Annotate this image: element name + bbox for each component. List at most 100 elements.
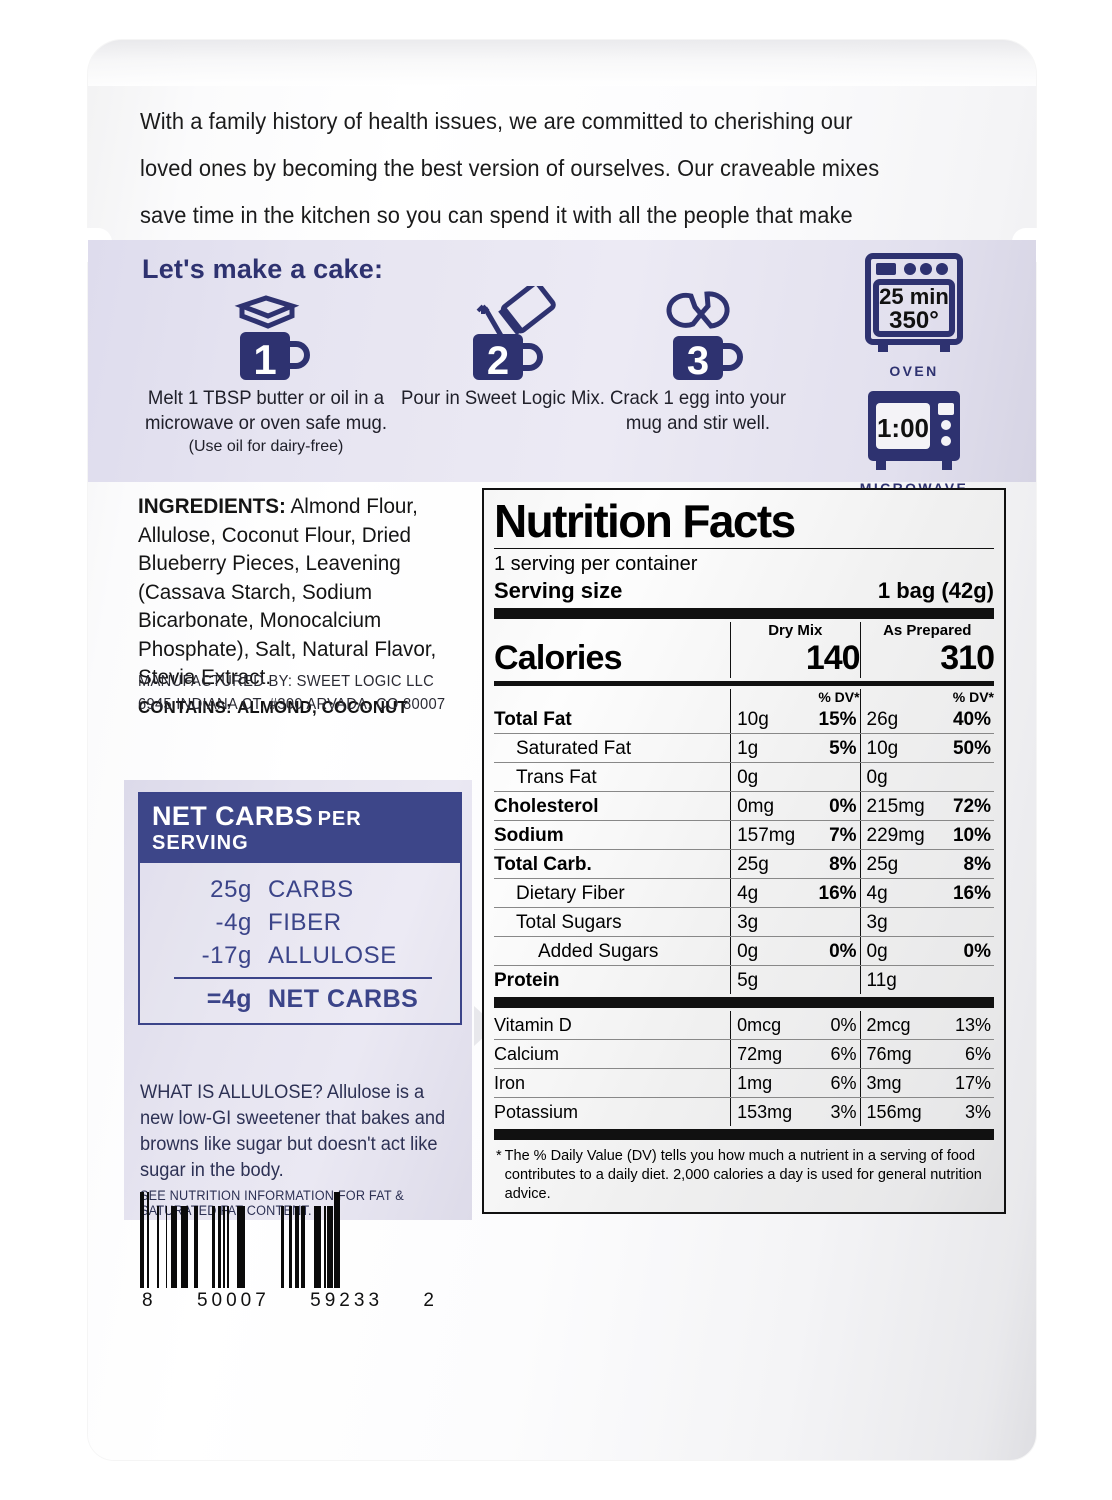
barcode-bar <box>140 1192 142 1288</box>
nutrient-dv-dry: 8% <box>797 849 861 879</box>
nutrient-value-dry: 3g <box>730 907 798 937</box>
instruction-step-3-text: Crack 1 egg into your mug and stir well. <box>609 387 787 434</box>
appliance-instructions: 25 min 350° OVEN 1:00 <box>834 252 994 496</box>
barcode-bar <box>314 1206 317 1288</box>
ingredients-heading: INGREDIENTS: <box>138 494 286 518</box>
micronutrient-name: Calcium <box>494 1039 731 1069</box>
mug-butter-icon: 1 <box>126 284 406 386</box>
barcode-bar <box>281 1206 284 1288</box>
nutrient-value-dry: 0mg <box>730 791 798 821</box>
micronutrient-value-prepared: 156mg <box>859 1097 934 1126</box>
instructions-band: Let's make a cake: 1 <box>88 240 1036 496</box>
barcode-bar <box>329 1206 333 1288</box>
nutrient-row: Added Sugars 0g 0% 0g 0% <box>494 936 994 966</box>
micronutrient-value-dry: 0mcg <box>730 1011 798 1040</box>
nutrient-dv-prepared: 0% <box>933 936 994 966</box>
instruction-step-2: 2 Pour in Sweet Logic Mix. <box>388 284 618 411</box>
barcode-bar <box>327 1206 329 1288</box>
nutrient-dv-prepared <box>933 907 994 937</box>
svg-text:1: 1 <box>253 336 276 383</box>
nutrient-value-prepared: 3g <box>859 907 934 937</box>
nutrient-value-dry: 4g <box>730 878 798 908</box>
nutrient-dv-dry: 7% <box>797 820 861 850</box>
nutrition-facts-title: Nutrition Facts <box>494 495 796 547</box>
barcode-bar <box>324 1206 326 1288</box>
net-carbs-row: -4g FIBER <box>140 906 460 939</box>
barcode: 8 50007 59233 2 <box>140 1192 440 1312</box>
nutrient-dv-dry: 0% <box>797 791 861 821</box>
nutrient-name: Total Carb. <box>494 849 731 879</box>
ingredients-block: INGREDIENTS: Almond Flour, Allulose, Coc… <box>138 492 476 722</box>
calories-table: Dry Mix As Prepared Calories 140 310 <box>494 622 995 678</box>
serving-size-value: 1 bag (42g) <box>877 578 994 603</box>
calories-label: Calories <box>494 639 623 677</box>
nutrient-value-prepared: 215mg <box>859 791 934 821</box>
nutrient-dv-prepared <box>934 966 994 995</box>
instruction-steps: 1 Melt 1 TBSP butter or oil in a microwa… <box>88 284 788 474</box>
micronutrient-value-dry: 72mg <box>730 1039 798 1069</box>
micronutrient-row: Vitamin D 0mcg 0% 2mcg 13% <box>494 1011 994 1040</box>
nutrient-dv-dry <box>797 762 861 792</box>
barcode-bar <box>147 1192 149 1288</box>
barcode-bar <box>317 1206 319 1288</box>
nutrient-row: Sodium 157mg 7% 229mg 10% <box>494 820 994 850</box>
micronutrient-dv-prepared: 3% <box>964 1102 991 1122</box>
barcode-bar <box>166 1206 167 1288</box>
barcode-bar <box>171 1206 174 1288</box>
ingredients-list: Almond Flour, Allulose, Coconut Flour, D… <box>138 494 437 689</box>
nutrient-value-prepared: 229mg <box>859 820 934 850</box>
serving-size-row: Serving size 1 bag (42g) <box>494 577 994 605</box>
micronutrient-dv-dry: 6% <box>797 1068 861 1098</box>
instruction-step-2-text: Pour in Sweet Logic Mix. <box>401 387 605 409</box>
nutrient-dv-prepared: 8% <box>933 849 994 879</box>
net-carbs-total-amount: =4g <box>206 985 252 1013</box>
net-carbs-amount: -4g <box>215 909 252 936</box>
nutrient-table: % DV* % DV* Total Fat 10g 15% 26g 40% Saturat… <box>494 689 994 994</box>
net-carbs-label: FIBER <box>268 909 342 936</box>
barcode-gap <box>340 1192 342 1288</box>
barcode-bar <box>218 1206 221 1288</box>
nutrient-dv-prepared <box>933 762 994 792</box>
micronutrient-row: Potassium 153mg 3% 156mg 3% <box>494 1097 994 1126</box>
dv-label-dry-mix: % DV* <box>818 689 860 705</box>
nutrient-value-dry: 0g <box>730 936 798 966</box>
micronutrient-value-prepared: 3mg <box>859 1068 934 1098</box>
oven-icon: 25 min 350° <box>834 252 994 361</box>
net-carbs-box: NET CARBS PER SERVING 25g CARBS -4g FIBE… <box>138 792 462 1025</box>
nutrient-row: Cholesterol 0mg 0% 215mg 72% <box>494 791 994 821</box>
svg-text:350°: 350° <box>889 307 939 334</box>
net-carbs-header: NET CARBS PER SERVING <box>140 794 460 863</box>
calories-dry-mix: 140 <box>730 639 861 678</box>
nutrient-name: Dietary Fiber <box>494 878 731 908</box>
barcode-bar <box>334 1192 336 1288</box>
nutrition-facts-panel: Nutrition Facts 1 serving per container … <box>482 488 1006 1214</box>
nutrient-name: Trans Fat <box>494 762 731 792</box>
column-header-dry-mix: Dry Mix <box>730 622 861 639</box>
barcode-digits: 8 50007 59233 2 <box>140 1290 440 1312</box>
barcode-digit-group-2: 59233 <box>310 1290 384 1311</box>
barcode-bar <box>194 1206 197 1288</box>
net-carbs-subtitle: PER SERVING <box>152 808 362 854</box>
nutrient-value-dry: 1g <box>730 733 798 763</box>
micronutrient-dv-prepared: 6% <box>933 1039 994 1069</box>
nutrient-dv-prepared: 72% <box>933 791 994 821</box>
barcode-bar <box>185 1206 188 1288</box>
micronutrient-name: Potassium <box>494 1102 579 1122</box>
nutrient-name: Cholesterol <box>494 791 731 821</box>
barcode-bar <box>301 1206 305 1288</box>
nutrient-row: Trans Fat 0g 0g <box>494 762 994 792</box>
micronutrient-value-dry: 153mg <box>730 1097 798 1126</box>
nutrient-name: Added Sugars <box>494 936 731 966</box>
instruction-step-1-text: Melt 1 TBSP butter or oil in a microwave… <box>145 387 387 434</box>
barcode-digit-left: 8 <box>142 1290 157 1311</box>
micronutrient-dv-prepared: 17% <box>933 1068 994 1098</box>
nutrient-name: Sodium <box>494 820 731 850</box>
barcode-digit-right: 2 <box>423 1290 438 1311</box>
nutrient-dv-prepared: 40% <box>933 705 994 734</box>
net-carbs-total-row: =4g NET CARBS <box>140 979 460 1019</box>
manufacturer-address: 6945 INDIANA CT. #300 ARVADA, CO 80007 <box>138 696 446 713</box>
micronutrient-value-dry: 1mg <box>730 1068 798 1098</box>
nutrient-value-prepared: 4g <box>859 878 934 908</box>
microwave-icon: 1:00 <box>834 387 994 478</box>
